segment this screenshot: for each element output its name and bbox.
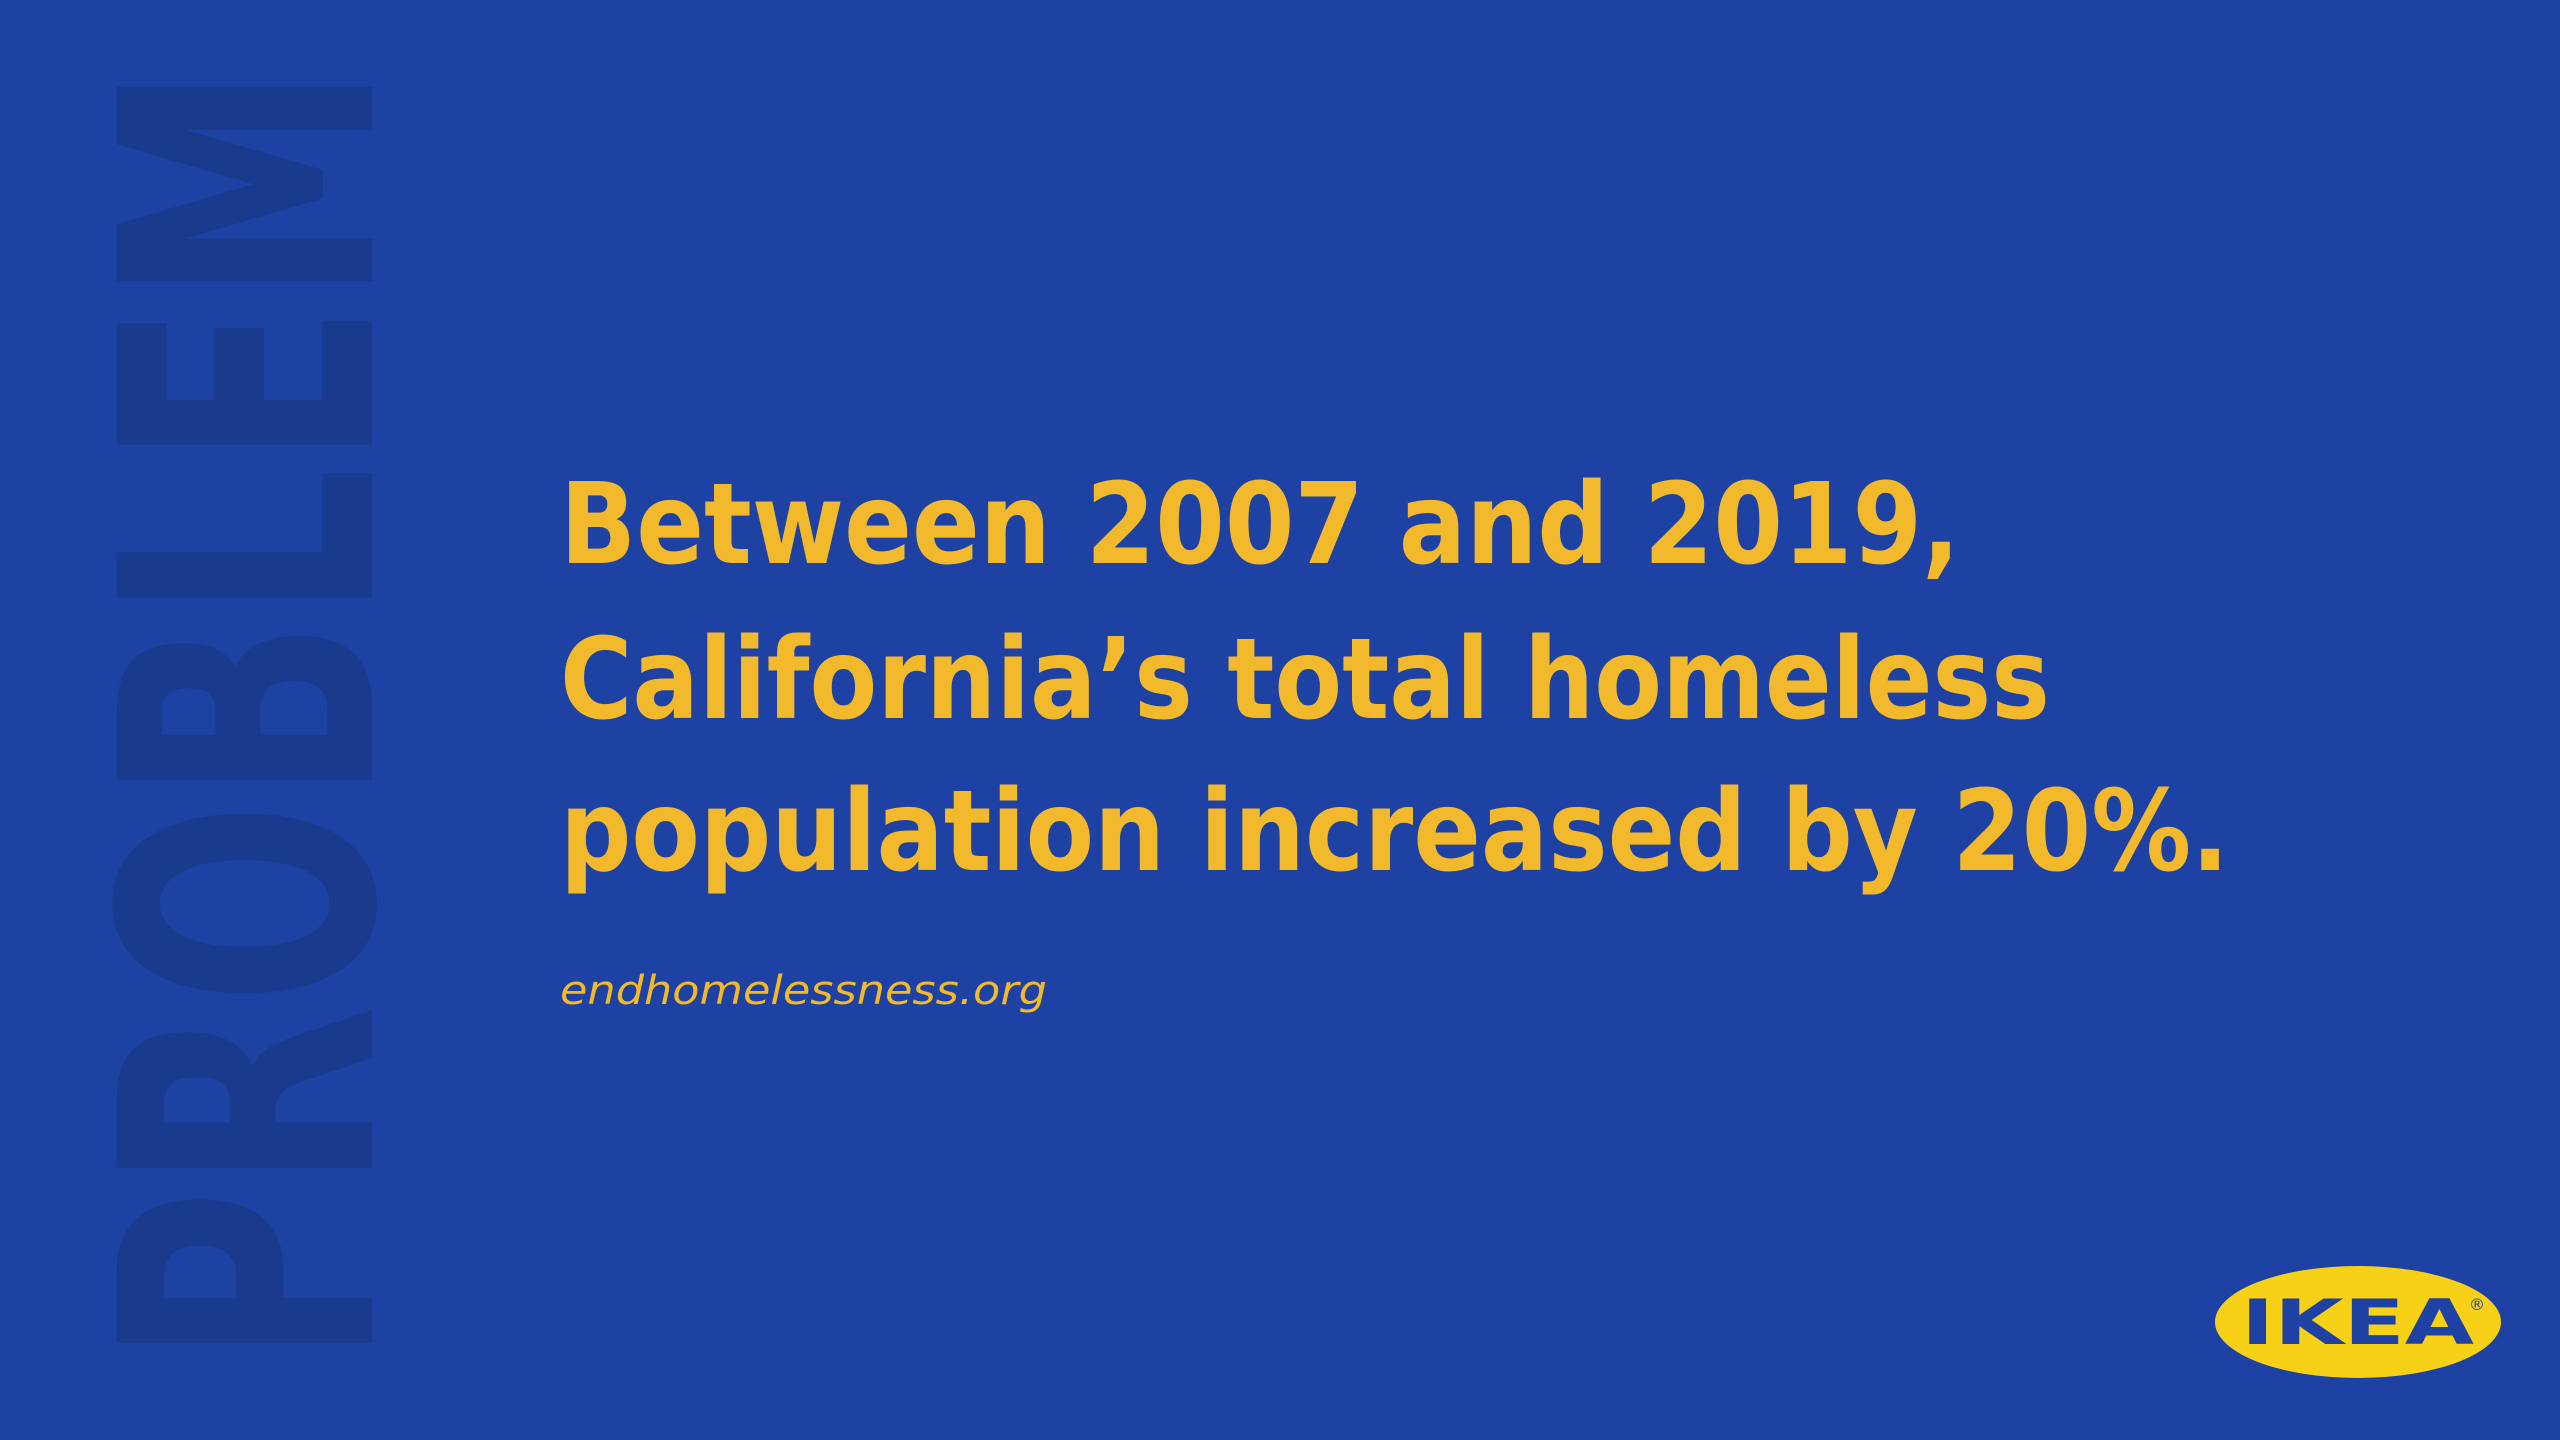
logo-text: IKEA xyxy=(2241,1286,2474,1359)
source: endhomelessness.org xyxy=(560,968,1047,1014)
logo: IKEA ® xyxy=(2215,1266,2501,1378)
logo-ellipse xyxy=(2215,1266,2501,1378)
section-label: PROBLEM xyxy=(47,65,455,1365)
headline-line: population increased by 20%. xyxy=(560,767,2229,897)
logo-mark: ® xyxy=(2469,1295,2485,1314)
headline-line: California’s total homeless xyxy=(560,615,2050,745)
headline-line: Between 2007 and 2019, xyxy=(560,460,1960,590)
